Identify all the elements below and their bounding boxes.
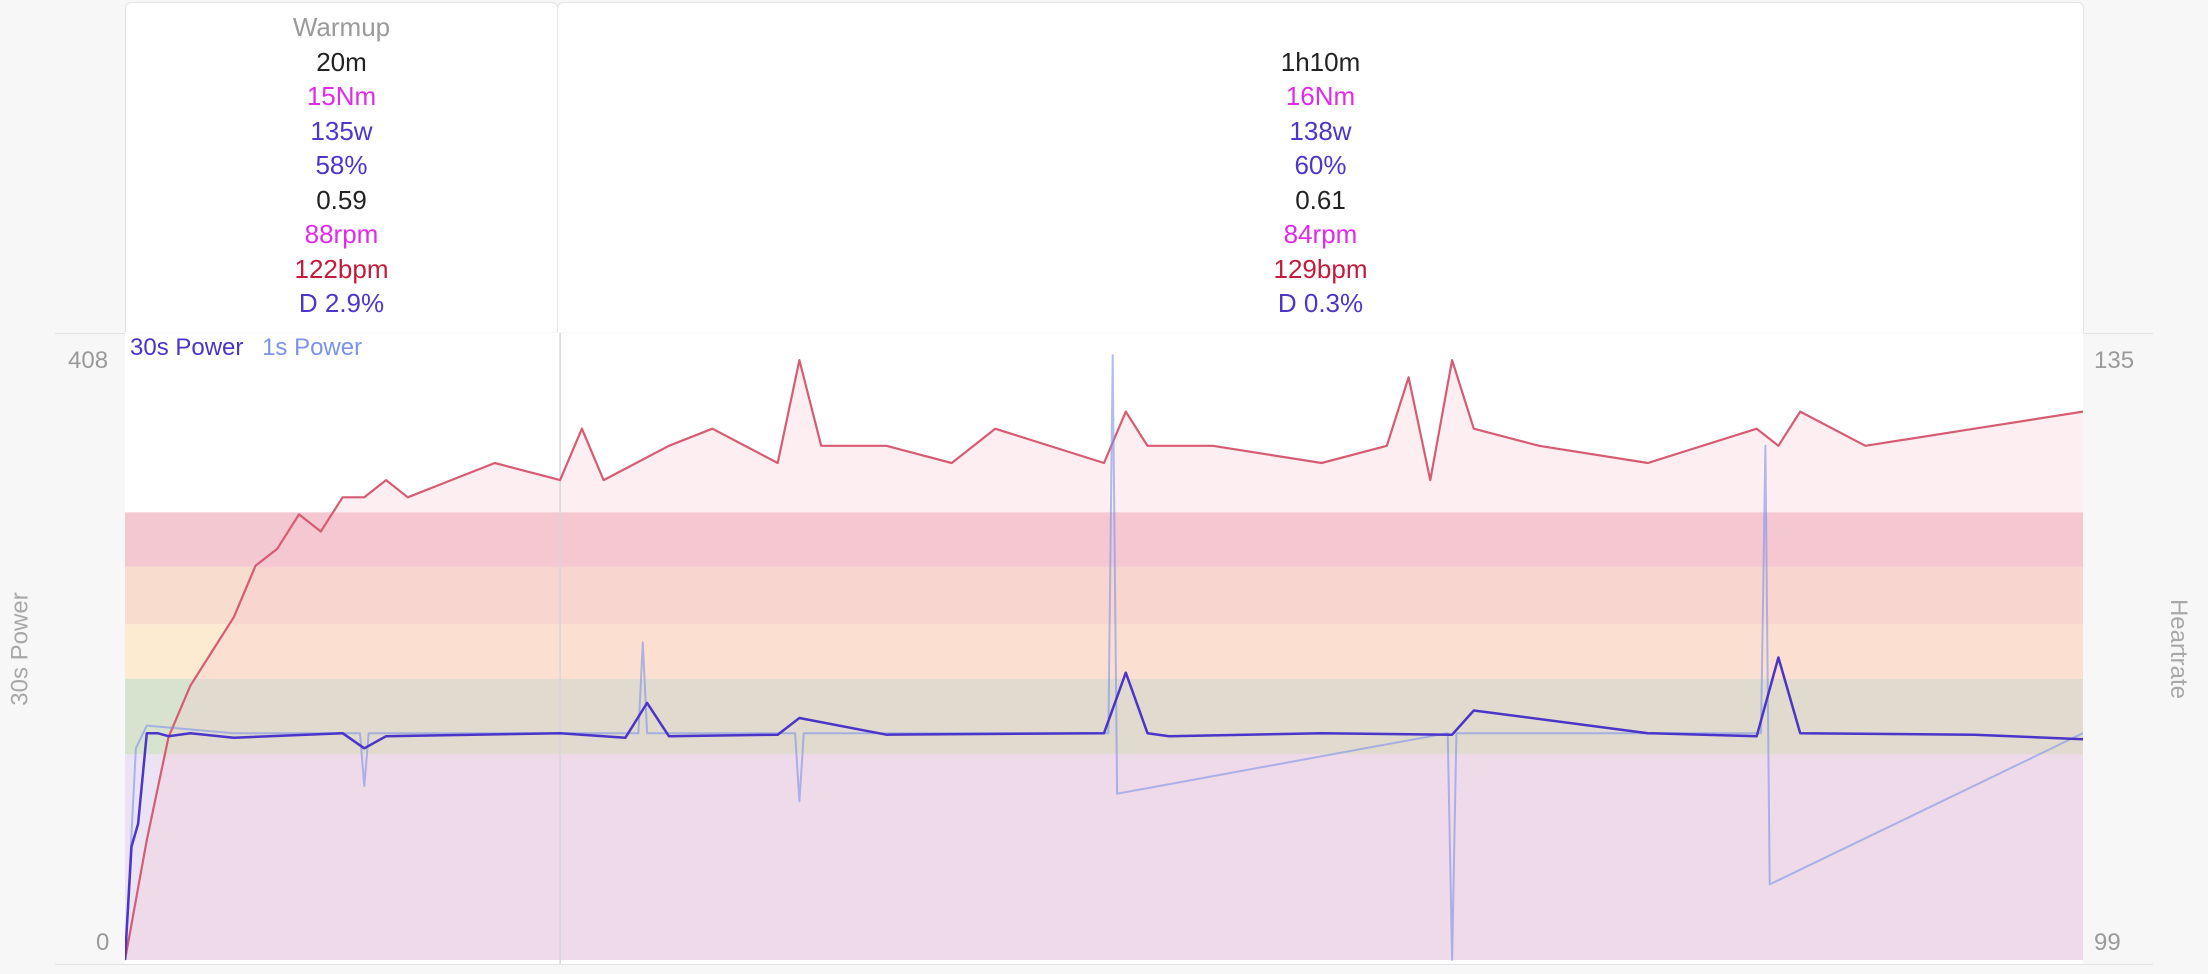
interval-intensity: 0.59	[316, 184, 367, 215]
y-right-tick-max: 135	[2094, 347, 2135, 374]
series-line-30s-power	[125, 656, 2083, 961]
interval-cadence: 88rpm	[304, 219, 379, 249]
interval-cadence: 84rpm	[1283, 219, 1358, 249]
chart-svg[interactable]	[125, 333, 2083, 964]
y-right-axis-label: Heartrate	[2165, 598, 2193, 700]
interval-power: 135w	[310, 115, 373, 146]
y-left-tick-max: 408	[68, 347, 109, 374]
y-left-axis-label: 30s Power	[6, 592, 34, 706]
interval-panel-main[interactable]: 1h10m 16Nm 138w 60% 0.61 84rpm 129bpm D …	[557, 2, 2084, 332]
legend-30s-power[interactable]: 30s Power	[130, 334, 244, 361]
series-line-heartrate	[125, 359, 2083, 961]
interval-torque: 16Nm	[1285, 81, 1356, 111]
legend-1s-power[interactable]: 1s Power	[262, 334, 363, 361]
interval-decoupling: D 2.9%	[298, 288, 385, 318]
interval-stats: Warmup 20m 15Nm 135w 58% 0.59 88rpm 122b…	[126, 10, 557, 321]
interval-decoupling: D 0.3%	[1277, 288, 1364, 318]
interval-stats: 1h10m 16Nm 138w 60% 0.61 84rpm 129bpm D …	[558, 45, 2083, 321]
interval-intensity: 0.61	[1295, 184, 1346, 215]
interval-ftp-percent: 58%	[315, 150, 368, 180]
interval-ftp-percent: 60%	[1294, 150, 1347, 180]
power-zone-band	[125, 566, 2083, 625]
chart-legend: 30s Power 1s Power	[130, 334, 374, 362]
heartrate-area	[125, 360, 2083, 961]
power-zone-band	[125, 624, 2083, 679]
interval-title: Warmup	[292, 12, 391, 42]
interval-duration: 20m	[316, 46, 367, 77]
activity-chart[interactable]	[125, 333, 2083, 964]
interval-panel-warmup[interactable]: Warmup 20m 15Nm 135w 58% 0.59 88rpm 122b…	[125, 2, 558, 332]
interval-duration: 1h10m	[1280, 46, 1361, 77]
interval-heartrate: 129bpm	[1273, 253, 1368, 284]
chart-bottom-rule	[55, 964, 2153, 965]
power-zone-band	[125, 512, 2083, 567]
interval-power: 138w	[1289, 115, 1352, 146]
power-zones	[125, 512, 2083, 960]
interval-torque: 15Nm	[306, 81, 377, 111]
power-zone-band	[125, 678, 2083, 755]
heartrate-fill	[125, 360, 2083, 961]
power-zone-band	[125, 754, 2083, 960]
series-line-1s-power	[125, 354, 2083, 961]
interval-heartrate: 122bpm	[294, 253, 389, 284]
y-right-tick-min: 99	[2094, 929, 2121, 956]
y-left-tick-min: 0	[96, 929, 110, 956]
chart-series	[125, 354, 2083, 961]
